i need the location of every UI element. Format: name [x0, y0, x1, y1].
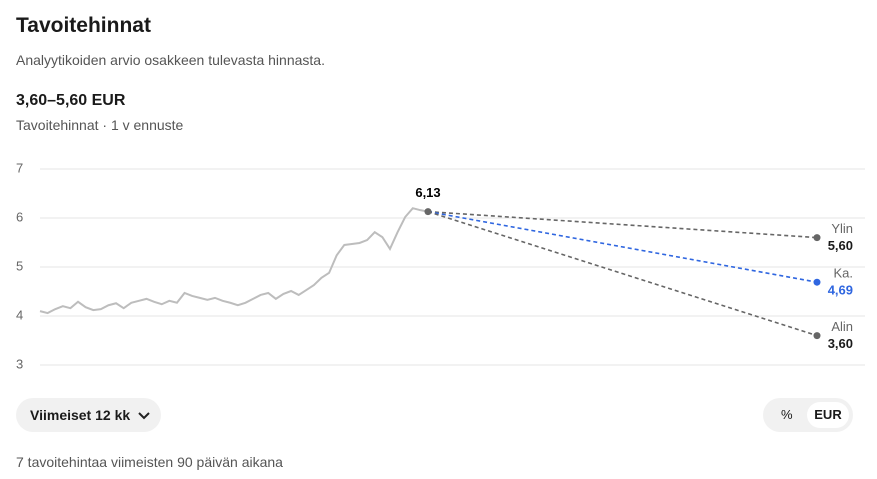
current-point: [424, 208, 432, 216]
target-point: [813, 234, 821, 242]
y-tick-label: 6: [16, 209, 23, 224]
forecast-line: [427, 210, 818, 283]
forecast-line: [427, 210, 818, 239]
toggle-percent[interactable]: %: [781, 407, 793, 422]
y-tick-label: 4: [16, 307, 23, 322]
target-point: [813, 332, 821, 340]
target-name: Ylin: [831, 221, 853, 236]
footer-note: 7 tavoitehintaa viimeisten 90 päivän aik…: [16, 454, 283, 470]
y-tick-label: 7: [16, 160, 23, 175]
toggle-eur[interactable]: EUR: [807, 402, 849, 428]
subtitle: Analyytikoiden arvio osakkeen tulevasta …: [16, 52, 325, 68]
target-label: 4,69: [828, 283, 853, 298]
target-label: 3,60: [828, 336, 853, 351]
target-label: 5,60: [828, 238, 853, 253]
target-range: 3,60–5,60 EUR: [16, 92, 126, 109]
current-label: 6,13: [415, 185, 440, 200]
caption: Tavoitehinnat · 1 v ennuste: [16, 117, 184, 133]
history-line: [39, 207, 429, 315]
unit-toggle: % EUR: [763, 398, 853, 432]
period-label: Viimeiset 12 kk: [30, 407, 131, 423]
title: Tavoitehinnat: [16, 14, 151, 37]
period-button[interactable]: Viimeiset 12 kk: [16, 398, 161, 432]
chart: 3 4 5 6 7 Ylin 5,60 Ka. 4,69 Alin 3,60 6,13: [16, 160, 865, 371]
target-name: Ka.: [833, 266, 853, 281]
target-name: Alin: [831, 319, 853, 334]
y-tick-label: 3: [16, 356, 23, 371]
forecast-line: [427, 210, 818, 337]
chevron: [138, 412, 150, 420]
target-point: [813, 278, 821, 286]
y-tick-label: 5: [16, 258, 23, 273]
